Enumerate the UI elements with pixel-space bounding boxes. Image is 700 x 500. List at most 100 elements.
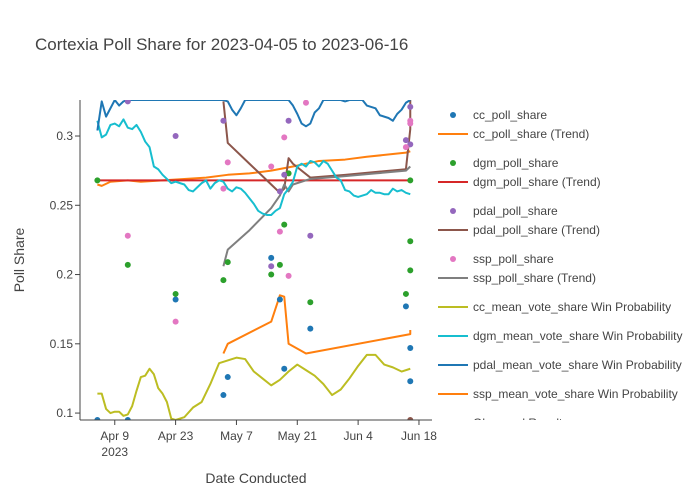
point-cc-poll-share [402, 303, 409, 310]
point-cc-poll-share [268, 254, 275, 261]
legend-item-cc-mean-vote-share-win-probability[interactable]: cc_mean_vote_share Win Probability [438, 300, 671, 314]
point-cc-poll-share [94, 417, 101, 420]
legend-item-ssp-mean-vote-share-win-probability[interactable]: ssp_mean_vote_share Win Probability [438, 387, 678, 401]
legend-marker [450, 208, 456, 214]
legend-label: dgm_poll_share (Trend) [473, 175, 601, 189]
point-ssp-poll-share [281, 134, 288, 141]
legend-item-pdal-poll-share-trend[interactable]: pdal_poll_share (Trend) [438, 223, 600, 237]
y-tick-label: 0.15 [50, 337, 74, 351]
legend-item-pdal-mean-vote-share-win-probability[interactable]: pdal_mean_vote_share Win Probability [438, 358, 682, 372]
point-dgm-poll-share [94, 177, 101, 184]
legend-item-cc-poll-share-trend[interactable]: cc_poll_share (Trend) [438, 127, 589, 141]
series-line-pdal-mean-vote-share-win-probability [96, 100, 411, 131]
point-pdal-poll-share [407, 141, 414, 148]
legend-item-dgm-poll-share-trend[interactable]: dgm_poll_share (Trend) [438, 175, 601, 189]
legend-marker [450, 256, 456, 262]
x-tick-label: Apr 23 [158, 429, 194, 443]
point-pdal-poll-share [220, 117, 227, 124]
point-ssp-poll-share [268, 163, 275, 170]
x-axis-title: Date Conducted [205, 470, 306, 486]
series-line-pdal-poll-share-trend [222, 100, 412, 194]
point-cc-poll-share [220, 392, 227, 399]
legend-item-ssp-poll-share-trend[interactable]: ssp_poll_share (Trend) [438, 271, 596, 285]
point-pdal-poll-share [307, 232, 314, 239]
point-dgm-poll-share [407, 238, 414, 245]
chart-title: Cortexia Poll Share for 2023-04-05 to 20… [35, 35, 408, 54]
x-tick-label: May 21 [278, 429, 318, 443]
axes: 0.1 0.15 0.2 0.25 0.3 Apr 9 2023 Apr 23 May 7 May… [50, 100, 437, 459]
point-cc-poll-share [407, 344, 414, 351]
point-cc-poll-share [281, 365, 288, 372]
point-pdal-poll-share [276, 188, 283, 195]
point-ssp-poll-share [402, 144, 409, 151]
legend-item-ssp-poll-share[interactable]: ssp_poll_share [450, 252, 554, 266]
point-ssp-poll-share [220, 185, 227, 192]
series-line-ssp-mean-vote-share-win-probability [222, 294, 412, 355]
legend-label: pdal_poll_share [473, 204, 558, 218]
point-dgm-poll-share [276, 261, 283, 268]
legend[interactable]: cc_poll_share cc_poll_share (Trend) dgm_po… [438, 108, 682, 430]
y-tick-label: 0.3 [56, 129, 73, 143]
y-axis-title: Poll Share [11, 227, 27, 292]
point-cc-poll-share [172, 296, 179, 303]
point-dgm-poll-share [172, 290, 179, 297]
point-pdal-poll-share [172, 133, 179, 140]
point-dgm-poll-share [307, 299, 314, 306]
point-dgm-poll-share [281, 221, 288, 228]
series-line-dgm-mean-vote-share-win-probability [96, 118, 411, 216]
point-pdal-poll-share [124, 100, 131, 105]
point-ssp-poll-share [302, 100, 309, 106]
legend-label: dgm_mean_vote_share Win Probability [473, 329, 682, 343]
point-dgm-poll-share [224, 259, 231, 266]
point-ssp-poll-share [276, 228, 283, 235]
legend-label: ssp_mean_vote_share Win Probability [473, 387, 678, 401]
y-tick-label: 0.2 [56, 268, 73, 282]
point-pdal-poll-share [285, 117, 292, 124]
point-pdal-poll-share [268, 263, 275, 270]
legend-label: pdal_mean_vote_share Win Probability [473, 358, 682, 372]
point-cc-poll-share [307, 325, 314, 332]
legend-item-dgm-poll-share[interactable]: dgm_poll_share [450, 156, 559, 170]
point-pdal-poll-share [407, 103, 414, 110]
x-tick-label: Apr 9 [100, 429, 129, 443]
series-line-ssp-poll-share-trend [222, 165, 411, 267]
legend-label: dgm_poll_share [473, 156, 559, 170]
point-pdal-poll-share [281, 171, 288, 178]
series-line-cc-mean-vote-share-win-probability [97, 353, 411, 420]
legend-label: Observed Result [473, 416, 563, 430]
x-tick-year-label: 2023 [101, 445, 128, 459]
legend-item-cc-poll-share[interactable]: cc_poll_share [450, 108, 547, 122]
legend-label: cc_poll_share (Trend) [473, 127, 589, 141]
point-dgm-poll-share [268, 271, 275, 278]
point-ssp-poll-share [172, 318, 179, 325]
legend-label: ssp_poll_share [473, 252, 554, 266]
point-ssp-poll-share [124, 232, 131, 239]
point-ssp-poll-share [285, 272, 292, 279]
point-ssp-poll-share [224, 159, 231, 166]
legend-label: pdal_poll_share (Trend) [473, 223, 600, 237]
legend-item-observed-result[interactable]: Observed Result [450, 416, 563, 430]
legend-item-pdal-poll-share[interactable]: pdal_poll_share [450, 204, 558, 218]
x-tick-label: Jun 4 [343, 429, 373, 443]
legend-marker [450, 420, 456, 426]
legend-marker [450, 160, 456, 166]
point-dgm-poll-share [407, 177, 414, 184]
legend-label: cc_poll_share [473, 108, 547, 122]
legend-label: cc_mean_vote_share Win Probability [473, 300, 671, 314]
point-cc-poll-share [407, 378, 414, 385]
point-dgm-poll-share [220, 277, 227, 284]
point-ssp-poll-share [407, 120, 414, 127]
point-dgm-poll-share [124, 261, 131, 268]
point-cc-poll-share [224, 374, 231, 381]
y-tick-label: 0.1 [56, 406, 73, 420]
point-dgm-poll-share [407, 267, 414, 274]
point-cc-poll-share [124, 417, 131, 420]
point-pdal-poll-share [402, 137, 409, 144]
legend-label: ssp_poll_share (Trend) [473, 271, 596, 285]
legend-item-dgm-mean-vote-share-win-probability[interactable]: dgm_mean_vote_share Win Probability [438, 329, 682, 343]
x-tick-label: Jun 18 [401, 429, 437, 443]
x-tick-label: May 7 [220, 429, 253, 443]
y-tick-label: 0.25 [50, 198, 74, 212]
point-observed-result [407, 417, 414, 420]
